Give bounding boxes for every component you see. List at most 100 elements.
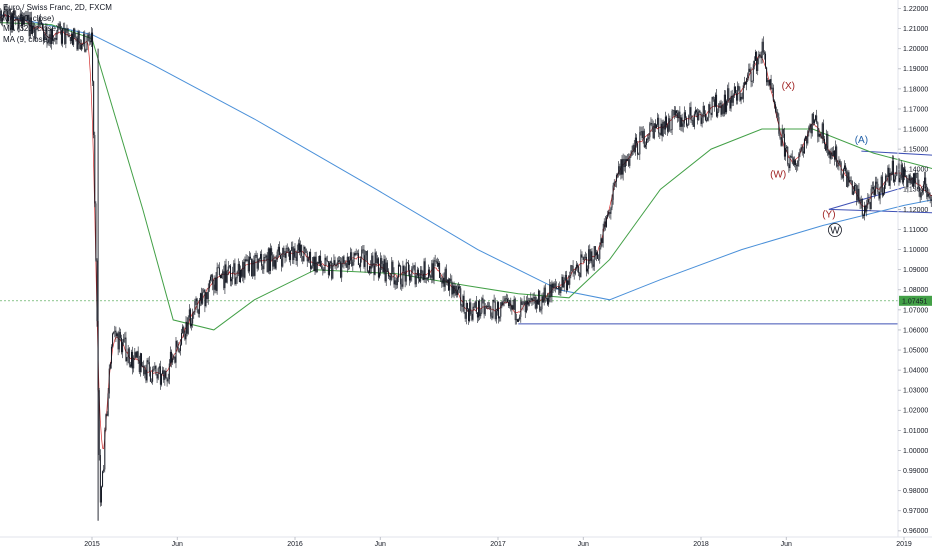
candle-body: [324, 257, 326, 271]
candle-body: [19, 13, 21, 20]
candle-body: [461, 305, 463, 307]
candle-body: [912, 173, 914, 187]
candle-body: [674, 110, 676, 116]
candle-body: [389, 275, 391, 277]
candle-body: [630, 155, 632, 157]
candle-body: [864, 205, 866, 216]
candle-body: [809, 124, 811, 127]
candle-body: [374, 252, 376, 275]
time-axis[interactable]: Jun2015Jun2016Jun2017Jun2018Jun2019Jun20…: [0, 536, 932, 548]
channel-lower-line: [828, 208, 932, 214]
candle-body: [843, 165, 845, 169]
candle-body: [810, 124, 812, 134]
candle-body: [94, 135, 96, 204]
candle-body: [212, 275, 214, 285]
candle-body: [889, 172, 891, 186]
candle-body: [3, 12, 5, 18]
candle-body: [749, 68, 751, 72]
candle-body: [694, 110, 696, 114]
candle-body: [88, 34, 90, 41]
candle-body: [65, 29, 67, 44]
candle-body: [285, 248, 287, 258]
candle-body: [109, 363, 111, 369]
candle-body: [317, 261, 319, 264]
candle-body: [835, 146, 837, 160]
candle-body: [825, 144, 827, 151]
candle-body: [540, 309, 542, 311]
candle-body: [791, 156, 793, 159]
candle-body: [812, 113, 814, 124]
candle-body: [842, 168, 844, 178]
candle-body: [207, 288, 209, 300]
candle-body: [140, 353, 142, 367]
candle-body: [59, 23, 61, 31]
candle-body: [441, 279, 443, 284]
candle-body: [175, 340, 177, 363]
candle-body: [452, 285, 454, 295]
candle-body: [386, 262, 388, 272]
candle-body: [805, 136, 807, 140]
candle-body: [128, 348, 130, 365]
candle-body: [147, 360, 149, 363]
candle-body: [435, 260, 437, 262]
candle-body: [42, 24, 44, 29]
candle-body: [549, 284, 551, 298]
candle-body: [235, 278, 237, 284]
candle-body: [771, 87, 773, 89]
candle-body: [440, 277, 442, 280]
candle-body: [848, 172, 850, 183]
candle-body: [201, 293, 203, 304]
candle-body: [345, 263, 347, 268]
candle-body: [208, 280, 210, 289]
candle-body: [686, 117, 688, 126]
candle-body: [118, 332, 120, 350]
candle-body: [509, 300, 511, 307]
candle-body: [900, 164, 902, 178]
candle-body: [82, 44, 84, 45]
candle-body: [50, 29, 52, 45]
legend-ma-80: MA (80, close): [3, 13, 55, 23]
candle-body: [62, 28, 64, 44]
candle-body: [236, 271, 238, 279]
candle-body: [113, 331, 115, 334]
candle-body: [47, 42, 49, 44]
candle-body: [836, 146, 838, 167]
candle-body: [884, 185, 886, 194]
candle-body: [750, 71, 752, 82]
price-tick-label: 1.18000: [903, 86, 928, 93]
candle-body: [768, 80, 770, 86]
candle-body: [769, 79, 771, 86]
candle-body: [303, 246, 305, 262]
candle-body: [10, 13, 12, 30]
candle-body: [217, 267, 219, 269]
candle-body: [445, 268, 447, 283]
chart-grid: [0, 300, 898, 325]
price-tick-label: 1.21000: [903, 26, 928, 33]
candle-body: [567, 280, 569, 291]
candle-body: [926, 186, 928, 197]
candle-body: [75, 37, 77, 39]
candle-body: [585, 256, 587, 272]
candle-body: [77, 31, 79, 50]
candle-body: [885, 175, 887, 186]
candle-body: [528, 302, 530, 305]
candle-body: [460, 288, 462, 306]
candle-body: [38, 17, 40, 26]
candle-body: [902, 168, 904, 183]
candle-body: [85, 50, 87, 52]
price-axis[interactable]: 0.96000 0.97000 0.98000 0.99000 1.00000 1.010…: [897, 0, 932, 537]
candle-body: [536, 299, 538, 305]
candle-body: [862, 215, 864, 216]
candle-body: [851, 180, 853, 195]
candle-body: [391, 261, 393, 280]
candle-body: [325, 257, 327, 261]
candle-body: [344, 262, 346, 264]
candle-body: [413, 265, 415, 267]
candle-body: [117, 333, 119, 350]
candle-body: [546, 298, 548, 305]
candle-body: [609, 211, 611, 214]
candle-body: [908, 174, 910, 181]
price-tick-label: 1.11000: [903, 227, 928, 234]
wave-label: W: [830, 226, 840, 237]
